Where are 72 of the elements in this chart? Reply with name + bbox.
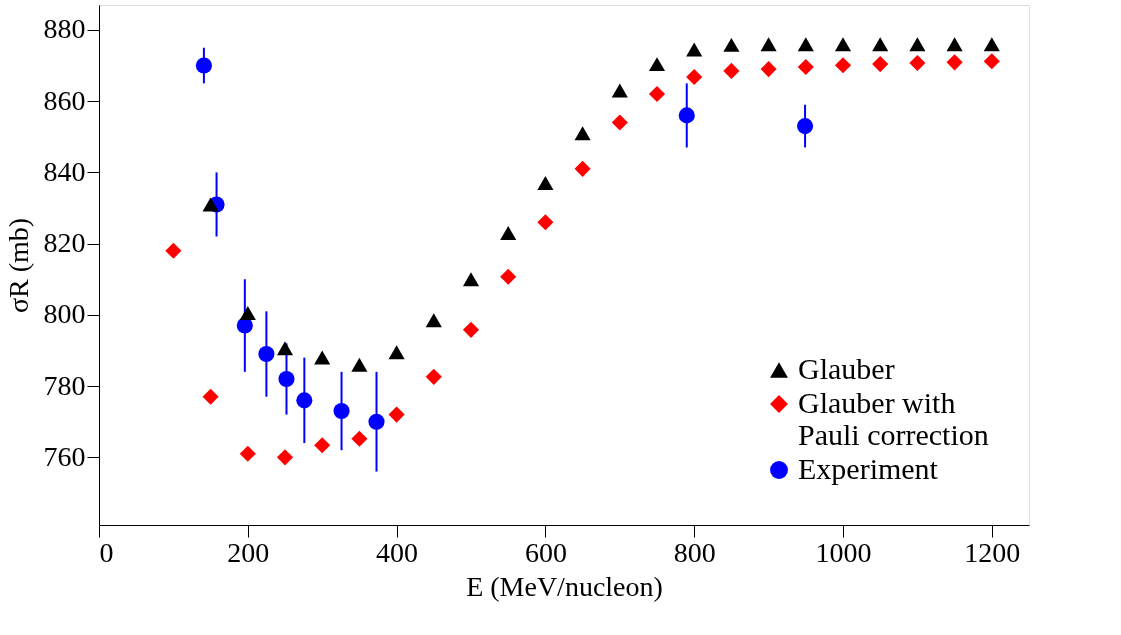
- legend-label: Experiment: [798, 452, 939, 485]
- point: [425, 368, 442, 385]
- point: [388, 406, 405, 423]
- point: [239, 306, 256, 321]
- point: [351, 357, 368, 372]
- y-tick-label: 760: [43, 440, 86, 472]
- y-axis-title: σR (mb): [2, 217, 34, 314]
- point: [834, 37, 852, 52]
- point: [797, 37, 814, 52]
- point: [165, 242, 182, 259]
- y-tick-label: 780: [43, 369, 86, 401]
- point: [368, 413, 385, 430]
- point: [909, 54, 926, 72]
- point: [983, 37, 1000, 52]
- legend-label: Glauber with Pauli correction: [798, 386, 989, 451]
- x-axis-title: E (MeV/nucleon): [466, 570, 663, 602]
- legend-label: Glauber: [798, 352, 895, 385]
- point: [678, 107, 695, 124]
- point: [648, 57, 666, 72]
- y-tick-label: 820: [43, 227, 86, 259]
- point: [797, 58, 814, 76]
- point: [276, 341, 294, 356]
- point: [686, 42, 703, 57]
- point: [760, 37, 777, 52]
- point: [296, 392, 313, 409]
- point: [314, 437, 331, 454]
- point: [611, 114, 628, 131]
- point: [909, 37, 926, 52]
- x-tick-label: 1200: [964, 536, 1021, 568]
- point: [195, 57, 212, 74]
- point: [834, 57, 852, 74]
- point: [872, 37, 889, 52]
- point: [574, 160, 591, 177]
- point: [314, 350, 331, 365]
- point: [239, 445, 256, 462]
- point: [574, 126, 591, 141]
- point: [202, 197, 219, 212]
- y-tick-label: 880: [43, 13, 86, 45]
- point: [537, 214, 554, 231]
- x-tick-label: 800: [673, 536, 716, 568]
- point: [351, 430, 368, 447]
- y-tick-label: 800: [43, 298, 86, 330]
- point: [388, 345, 405, 360]
- point: [425, 313, 442, 328]
- x-tick-label: 200: [227, 536, 270, 568]
- point: [796, 118, 814, 135]
- x-tick-label: 0: [99, 536, 114, 568]
- x-tick-label: 1000: [815, 536, 872, 568]
- point: [258, 346, 275, 363]
- point: [946, 54, 963, 71]
- point: [648, 85, 666, 103]
- point: [946, 37, 963, 52]
- y-tick-label: 860: [43, 84, 86, 116]
- x-tick-label: 600: [524, 536, 567, 568]
- point: [611, 83, 628, 98]
- point: [723, 37, 740, 52]
- point: [723, 62, 740, 79]
- y-tick-label: 840: [43, 155, 86, 187]
- point: [872, 56, 889, 73]
- point: [537, 176, 554, 191]
- point: [202, 388, 219, 405]
- point: [278, 370, 295, 388]
- point: [276, 449, 294, 466]
- point: [760, 61, 777, 78]
- point: [462, 321, 480, 338]
- point: [983, 53, 1000, 70]
- point: [500, 268, 517, 285]
- point: [333, 402, 350, 420]
- point: [500, 225, 517, 240]
- point: [462, 272, 480, 287]
- point: [686, 68, 703, 86]
- x-tick-label: 400: [376, 536, 419, 568]
